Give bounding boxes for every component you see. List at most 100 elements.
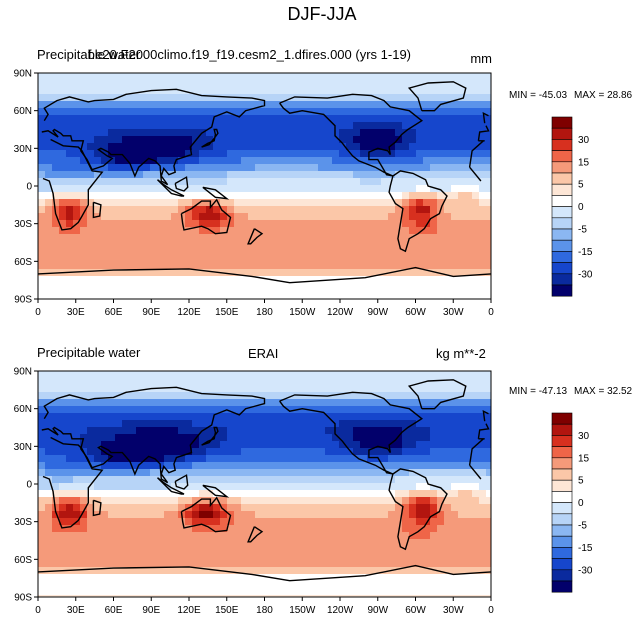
field-cell <box>213 371 221 379</box>
field-cell <box>45 427 53 435</box>
field-cell <box>136 553 144 561</box>
field-cell <box>444 290 452 298</box>
field-cell <box>136 129 144 137</box>
field-cell <box>430 290 438 298</box>
field-cell <box>269 94 277 102</box>
field-cell <box>353 567 361 575</box>
field-cell <box>122 269 130 277</box>
field-cell <box>339 234 347 242</box>
field-cell <box>101 574 109 582</box>
field-cell <box>94 290 102 298</box>
field-cell <box>220 122 228 130</box>
field-cell <box>129 532 137 540</box>
field-cell <box>472 241 480 249</box>
field-cell <box>458 441 466 449</box>
field-cell <box>346 115 354 123</box>
field-cell <box>178 378 186 386</box>
field-cell <box>59 595 67 598</box>
field-cell <box>395 290 403 298</box>
field-cell <box>346 290 354 298</box>
field-cell <box>248 532 256 540</box>
field-cell <box>479 385 487 393</box>
field-cell <box>465 371 473 379</box>
field-cell <box>437 546 445 554</box>
field-cell <box>353 283 361 291</box>
field-cell <box>332 255 340 263</box>
coastline <box>41 88 490 186</box>
field-cell <box>360 87 368 95</box>
field-cell <box>66 185 74 193</box>
field-cell <box>423 371 431 379</box>
field-cell <box>353 469 361 477</box>
field-cell <box>122 392 130 400</box>
field-cell <box>178 101 186 109</box>
field-cell <box>360 241 368 249</box>
field-cell <box>241 262 249 270</box>
field-cell <box>122 178 130 186</box>
field-cell <box>178 178 186 186</box>
field-cell <box>465 206 473 214</box>
field-cell <box>178 73 186 81</box>
field-cell <box>444 283 452 291</box>
field-cell <box>423 143 431 151</box>
field-cell <box>192 178 200 186</box>
field-cell <box>94 427 102 435</box>
field-cell <box>45 413 53 421</box>
field-cell <box>213 588 221 596</box>
field-cell <box>472 413 480 421</box>
field-cell <box>430 588 438 596</box>
field-cell <box>45 434 53 442</box>
field-cell <box>465 539 473 547</box>
field-cell <box>409 192 417 200</box>
field-cell <box>122 143 130 151</box>
field-cell <box>73 269 81 277</box>
field-cell <box>276 595 284 598</box>
field-cell <box>59 192 67 200</box>
field-cell <box>325 469 333 477</box>
field-cell <box>451 234 459 242</box>
field-cell <box>458 143 466 151</box>
field-cell <box>38 227 46 235</box>
field-cell <box>59 406 67 414</box>
field-cell <box>283 255 291 263</box>
field-cell <box>185 560 193 568</box>
field-cell <box>66 413 74 421</box>
field-cell <box>360 420 368 428</box>
field-cell <box>318 276 326 284</box>
field-cell <box>157 434 165 442</box>
field-cell <box>283 269 291 277</box>
field-cell <box>157 248 165 256</box>
field-cell <box>353 248 361 256</box>
field-cell <box>423 290 431 298</box>
field-cell <box>255 497 263 505</box>
field-cell <box>339 164 347 172</box>
field-cell <box>367 427 375 435</box>
field-cell <box>59 560 67 568</box>
field-cell <box>395 511 403 519</box>
field-cell <box>178 171 186 179</box>
field-cell <box>339 378 347 386</box>
field-cell <box>45 469 53 477</box>
field-cell <box>248 420 256 428</box>
field-cell <box>388 385 396 393</box>
field-cell <box>66 276 74 284</box>
field-cell <box>38 581 46 589</box>
field-cell <box>255 455 263 463</box>
field-cell <box>87 511 95 519</box>
field-cell <box>87 122 95 130</box>
field-cell <box>409 206 417 214</box>
field-cell <box>38 199 46 207</box>
field-cell <box>136 262 144 270</box>
field-cell <box>360 143 368 151</box>
field-cell <box>164 595 172 598</box>
field-cell <box>80 185 88 193</box>
field-cell <box>178 290 186 298</box>
field-cell <box>409 560 417 568</box>
field-cell <box>276 378 284 386</box>
field-cell <box>129 178 137 186</box>
field-cell <box>59 122 67 130</box>
field-cell <box>311 192 319 200</box>
field-cell <box>80 574 88 582</box>
field-cell <box>346 378 354 386</box>
field-cell <box>164 122 172 130</box>
